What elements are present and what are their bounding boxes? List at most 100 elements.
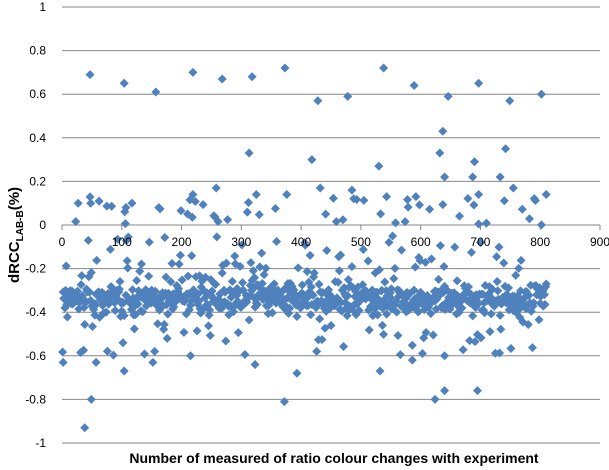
data-point — [421, 328, 431, 338]
data-point — [292, 368, 302, 378]
data-point — [252, 299, 262, 309]
data-point — [508, 183, 518, 193]
data-point — [359, 195, 369, 205]
data-point — [280, 63, 290, 73]
y-tick-label: 0 — [39, 218, 46, 232]
data-point — [77, 271, 87, 281]
data-point — [443, 91, 453, 101]
data-point — [511, 270, 521, 280]
data-point — [388, 231, 398, 241]
data-point — [504, 283, 514, 293]
data-point — [240, 350, 250, 360]
data-point — [272, 236, 282, 246]
data-point — [499, 196, 509, 206]
data-point — [536, 220, 546, 230]
data-point — [463, 282, 473, 292]
data-point — [123, 263, 133, 273]
data-point — [221, 258, 231, 268]
data-point — [363, 256, 373, 266]
data-point — [177, 275, 187, 285]
y-tick-label: -0.2 — [25, 262, 46, 276]
data-point — [457, 303, 467, 313]
data-point — [213, 217, 223, 227]
data-point — [420, 257, 430, 267]
y-axis-label-subscript: LAB-B — [15, 210, 26, 241]
data-point — [127, 198, 137, 208]
data-point — [317, 335, 327, 345]
data-point — [131, 310, 141, 320]
data-point — [300, 240, 310, 250]
data-point — [426, 254, 436, 264]
data-point — [254, 210, 264, 220]
data-point — [86, 268, 96, 278]
data-point — [211, 183, 221, 193]
data-point — [425, 204, 435, 214]
data-point — [229, 307, 239, 317]
data-point — [183, 271, 193, 281]
data-point — [435, 241, 445, 251]
data-point — [492, 276, 502, 286]
data-point — [174, 284, 184, 294]
data-point — [148, 357, 158, 367]
data-point — [374, 161, 384, 171]
data-point — [217, 74, 227, 84]
data-point — [315, 183, 325, 193]
data-point — [428, 330, 438, 340]
x-axis-label: Number of measured of ratio colour chang… — [129, 450, 539, 466]
data-point — [137, 259, 147, 269]
data-point — [343, 291, 353, 301]
data-point — [395, 350, 405, 360]
data-point — [494, 242, 504, 252]
y-tick-label: 0.2 — [29, 174, 46, 188]
data-point — [322, 245, 332, 255]
data-point — [79, 345, 89, 355]
data-point — [407, 355, 417, 365]
data-point — [435, 148, 445, 158]
data-point — [380, 277, 390, 287]
data-point — [501, 144, 511, 154]
data-point — [187, 251, 197, 261]
data-point — [352, 194, 362, 204]
data-point — [242, 207, 252, 217]
data-point — [73, 198, 83, 208]
data-point — [384, 237, 394, 247]
data-point — [238, 278, 248, 288]
data-point — [328, 193, 338, 203]
data-point — [347, 185, 357, 195]
data-point — [186, 351, 196, 361]
data-point — [480, 308, 490, 318]
data-point — [331, 217, 341, 227]
data-point — [430, 394, 440, 404]
data-point — [347, 262, 357, 272]
data-point — [246, 258, 256, 268]
data-point — [495, 348, 505, 358]
data-point — [282, 189, 292, 199]
data-point — [123, 232, 133, 242]
x-tick-label: 300 — [231, 235, 251, 249]
data-point — [192, 326, 202, 336]
data-point — [438, 126, 448, 136]
data-point — [410, 262, 420, 272]
data-point — [257, 248, 267, 258]
data-point — [270, 204, 280, 214]
y-tick-label: -1 — [35, 436, 46, 450]
data-point — [135, 266, 145, 276]
data-point — [114, 284, 124, 294]
data-point — [207, 286, 217, 296]
data-point — [76, 280, 86, 290]
data-point — [358, 245, 368, 255]
data-point — [426, 309, 436, 319]
data-point — [541, 279, 551, 289]
data-point — [314, 279, 324, 289]
data-point — [474, 189, 484, 199]
data-point — [326, 321, 336, 331]
data-point — [71, 216, 81, 226]
data-point — [534, 315, 544, 325]
data-point — [244, 315, 254, 325]
data-point — [119, 311, 129, 321]
data-point — [336, 250, 346, 260]
data-point — [86, 198, 96, 208]
data-point — [505, 96, 515, 106]
data-point — [133, 299, 143, 309]
